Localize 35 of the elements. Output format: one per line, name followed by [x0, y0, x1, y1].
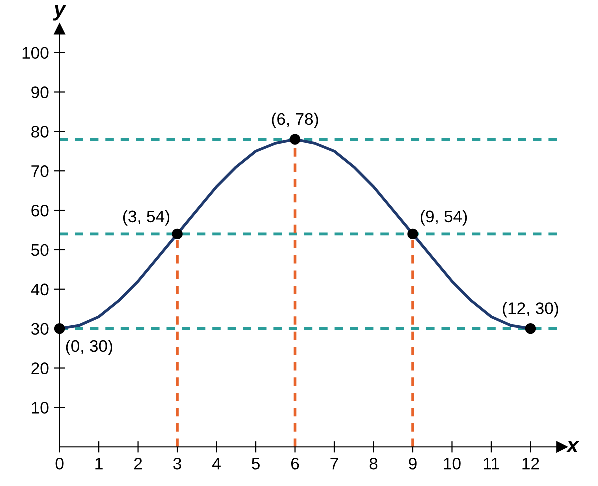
- annotation: (3, 54): [123, 210, 170, 226]
- x-axis-title: x: [566, 442, 580, 453]
- x-tick-label: 3: [174, 458, 182, 470]
- y-tick-label: 60: [32, 204, 49, 217]
- y-axis-title: y: [53, 5, 66, 21]
- point: [408, 228, 418, 240]
- annotation: (6, 78): [272, 112, 318, 128]
- x-tick-label: 8: [370, 458, 378, 470]
- y-tick-label: 100: [22, 47, 49, 60]
- x-tick-label: 6: [291, 458, 300, 470]
- y-tick-label: 10: [32, 402, 49, 414]
- annotation: (9, 54): [420, 210, 468, 226]
- x-tick-label: 9: [409, 458, 417, 470]
- x-tick-label: 12: [522, 458, 540, 470]
- x-tick-label: 11: [484, 458, 500, 470]
- annotation: (0, 30): [66, 340, 112, 356]
- y-tick-label: 70: [32, 166, 49, 178]
- point: [290, 134, 301, 145]
- y-tick-label: 50: [32, 244, 49, 256]
- x-tick-label: 1: [96, 458, 103, 470]
- x-tick-label: 10: [444, 458, 461, 470]
- y-tick-label: 30: [31, 323, 49, 336]
- x-tick-label: 4: [212, 458, 221, 470]
- y-tick-label: 80: [32, 126, 49, 138]
- x-tick-label: 5: [252, 458, 260, 470]
- y-tick-label: 20: [32, 362, 49, 374]
- y-tick-label: 40: [31, 284, 49, 296]
- annotation: (12, 30): [503, 302, 558, 318]
- point: [172, 228, 183, 240]
- x-tick-label: 2: [134, 458, 142, 470]
- point: [54, 323, 66, 334]
- x-tick-label: 0: [56, 458, 64, 470]
- point: [525, 323, 536, 334]
- x-tick-label: 7: [330, 458, 338, 470]
- y-tick-label: 90: [32, 86, 49, 98]
